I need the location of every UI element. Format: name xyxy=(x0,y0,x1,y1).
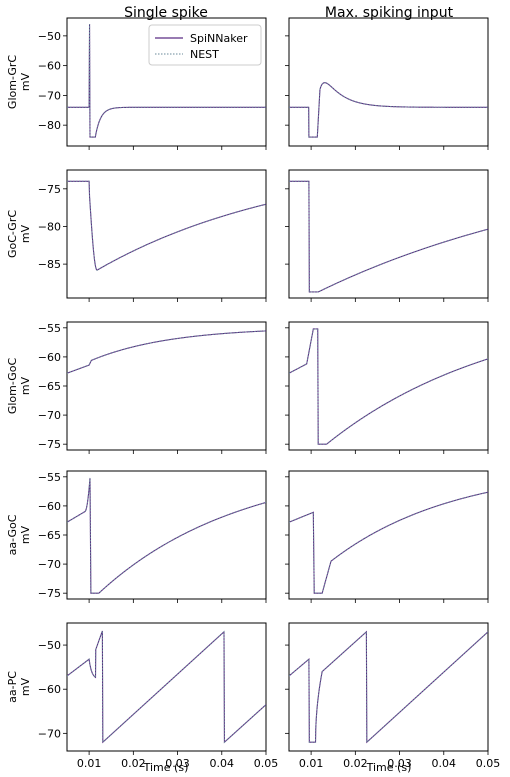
panel-r4-c1-series-spinnaker xyxy=(67,477,266,594)
panel-r3-c2-frame xyxy=(288,321,489,451)
panel-r5-c1-xtick-label: 0.03 xyxy=(165,757,190,770)
panel-r2-c2-series-spinnaker xyxy=(289,180,488,293)
y-axis-label-row-1: Glom-GrCmV xyxy=(6,55,32,109)
panel-r2-c2-frame xyxy=(288,169,489,299)
panel-r1-c1-frame xyxy=(66,17,267,147)
x-axis-label-right: Time (s) xyxy=(366,761,412,774)
panel-r4-c1-ytick-label: −70 xyxy=(38,558,61,571)
panel-r5-c1-series-spinnaker xyxy=(67,630,266,744)
panel-r5-c1-xtick-label: 0.01 xyxy=(77,757,102,770)
panel-r5-c2-xtick-label: 0.03 xyxy=(387,757,412,770)
panel-r1-c1-series-spinnaker xyxy=(67,23,266,138)
panel-r1-c1-ytick-label: −50 xyxy=(38,30,61,43)
y-axis-label-line: mV xyxy=(19,525,32,544)
panel-r3-c1-series-spinnaker xyxy=(67,330,266,374)
y-axis-label-line: GoC-GrC xyxy=(6,210,19,258)
panel-r2-c1-ytick-label: −80 xyxy=(38,220,61,233)
y-axis-label-line: aa-PC xyxy=(6,671,19,703)
panel-r4-c1-series-nest xyxy=(67,477,266,594)
column-title-max-spiking-input: Max. spiking input xyxy=(325,5,454,21)
panel-r3-c1-ytick-label: −60 xyxy=(38,351,61,364)
panel-r2-c1-series-nest xyxy=(67,180,266,271)
panel-r5-c1-ytick-label: −50 xyxy=(38,639,61,652)
y-axis-label-row-5: aa-PCmV xyxy=(6,671,32,703)
panel-r3-c2-series-spinnaker xyxy=(289,328,488,445)
panel-r4-c1-ytick-label: −75 xyxy=(38,587,61,600)
panel-r3-c1-ytick-label: −65 xyxy=(38,380,61,393)
y-axis-label-row-3: Glom-GoCmV xyxy=(6,358,32,415)
panel-r3-c1-ytick-label: −70 xyxy=(38,409,61,422)
panel-r4-c1-frame xyxy=(66,470,267,600)
y-axis-label-line: aa-GoC xyxy=(6,514,19,555)
panel-r5-c2-xtick-label: 0.05 xyxy=(476,757,501,770)
panel-r2-c1-frame xyxy=(66,169,267,299)
panel-r5-c1-series-nest xyxy=(67,630,266,744)
legend-label-nest: NEST xyxy=(190,48,219,61)
panel-r5-c1-ytick-label: −60 xyxy=(38,683,61,696)
panel-r5-c1-frame xyxy=(66,622,267,752)
panel-r3-c1-series-nest xyxy=(67,330,266,374)
panel-r3-c1-ytick-label: −55 xyxy=(38,322,61,335)
panel-r3-c2-series-nest xyxy=(289,328,488,445)
panel-r2-c2-series-nest xyxy=(289,180,488,293)
legend-box xyxy=(148,24,262,66)
panel-r4-c2-series-nest xyxy=(289,491,488,594)
panel-r5-c1-ytick-label: −70 xyxy=(38,727,61,740)
panel-r3-c1-ytick-label: −75 xyxy=(38,438,61,451)
panel-r2-c1-ytick-label: −85 xyxy=(38,258,61,271)
panel-r4-c1-ytick-label: −60 xyxy=(38,500,61,513)
panels-group: −80−70−60−50Glom-GrCmV−85−80−75GoC-GrCmV… xyxy=(6,17,501,770)
panel-r2-c1-ytick-label: −75 xyxy=(38,183,61,196)
legend-label-spinnaker: SpiNNaker xyxy=(190,32,248,45)
y-axis-label-line: mV xyxy=(19,72,32,91)
panel-r4-c2-frame xyxy=(288,470,489,600)
panel-r5-c2-xtick-label: 0.02 xyxy=(343,757,368,770)
panel-r4-c2-series-spinnaker xyxy=(289,491,488,594)
panel-r5-c1-xtick-label: 0.04 xyxy=(210,757,235,770)
panel-r3-c1-frame xyxy=(66,321,267,451)
panel-r5-c2-xtick-label: 0.04 xyxy=(432,757,457,770)
y-axis-label-line: mV xyxy=(19,677,32,696)
panel-r5-c2-series-spinnaker xyxy=(289,630,488,744)
panel-r1-c1-ytick-label: −70 xyxy=(38,89,61,102)
y-axis-label-line: Glom-GoC xyxy=(6,358,19,415)
panel-r5-c1-xtick-label: 0.02 xyxy=(121,757,146,770)
panel-r1-c1-ytick-label: −60 xyxy=(38,60,61,73)
y-axis-label-row-2: GoC-GrCmV xyxy=(6,210,32,258)
panel-r1-c2-series-nest xyxy=(289,82,488,138)
column-title-single-spike: Single spike xyxy=(124,5,208,21)
panel-r5-c2-frame xyxy=(288,622,489,752)
panel-r5-c2-xtick-label: 0.01 xyxy=(299,757,324,770)
panel-r1-c1-ytick-label: −80 xyxy=(38,119,61,132)
panel-r5-c1-xtick-label: 0.05 xyxy=(254,757,279,770)
y-axis-label-line: Glom-GrC xyxy=(6,55,19,109)
panel-r4-c1-ytick-label: −55 xyxy=(38,471,61,484)
panel-r2-c1-series-spinnaker xyxy=(67,180,266,271)
x-axis-label-left: Time (s) xyxy=(143,761,189,774)
panel-r1-c2-frame xyxy=(288,17,489,147)
y-axis-label-row-4: aa-GoCmV xyxy=(6,514,32,555)
y-axis-label-line: mV xyxy=(19,224,32,243)
panel-r4-c1-ytick-label: −65 xyxy=(38,529,61,542)
panel-r5-c2-series-nest xyxy=(289,630,488,744)
y-axis-label-line: mV xyxy=(19,376,32,395)
legend: SpiNNaker NEST xyxy=(148,24,262,66)
